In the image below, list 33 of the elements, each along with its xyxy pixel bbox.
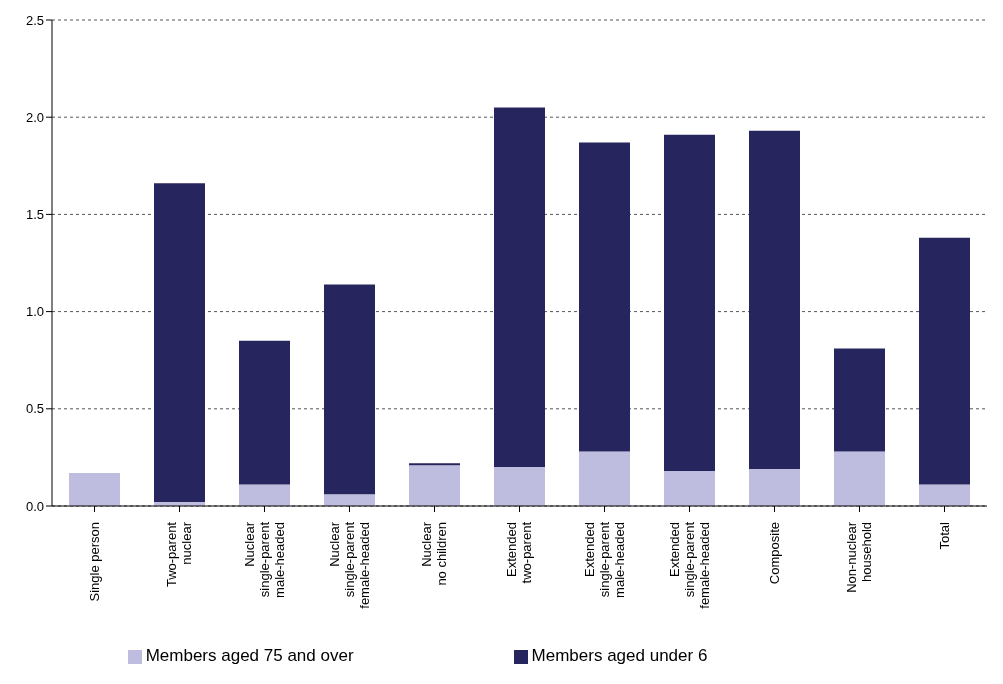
bar [664,134,715,472]
legend-label: Members aged under 6 [531,646,708,665]
bar [749,130,800,470]
y-tick-label: 2.5 [25,12,44,28]
bar [69,472,120,506]
y-tick-label: 0.0 [25,498,44,514]
y-tick-label: 2.0 [25,109,44,125]
bar [749,469,800,506]
bar [579,142,630,452]
bar [664,471,715,506]
x-tick-label: Composite [766,522,782,585]
x-tick-label: Two-parent nuclear [164,521,194,588]
legend-label: Members aged 75 and over [145,646,354,665]
y-tick-label: 1.0 [25,304,44,320]
bar [494,467,545,506]
y-tick-label: 0.5 [25,401,44,417]
bar [239,340,290,485]
bar [834,451,885,506]
bar [239,484,290,506]
bar [409,465,460,506]
bar [154,183,205,503]
bar [579,451,630,506]
x-tick-label: Single person [86,522,102,602]
x-tick-label: Non-nuclear household [844,521,874,593]
bar [324,494,375,506]
bar [494,107,545,468]
x-tick-label: Total [936,521,952,550]
x-tick-label: Extended two-parent [504,521,534,584]
bar [834,348,885,452]
bar [919,237,970,485]
y-tick-label: 1.5 [25,207,44,223]
bar [919,484,970,506]
bar [324,284,375,495]
